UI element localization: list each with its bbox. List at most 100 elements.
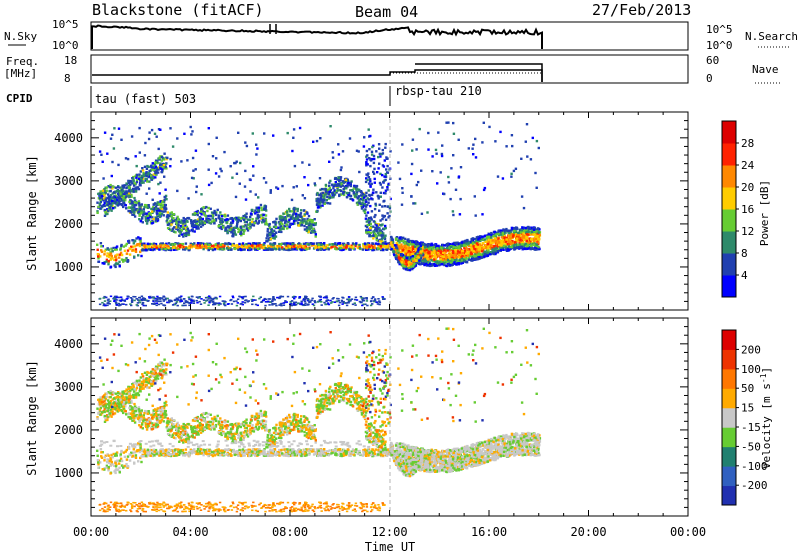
scatter-cell xyxy=(270,248,273,251)
scatter-cell xyxy=(473,247,477,251)
scatter-cell xyxy=(138,296,141,299)
scatter-cell xyxy=(234,195,238,199)
scatter-cell xyxy=(471,242,475,245)
scatter-cell xyxy=(191,228,194,231)
scatter-cell xyxy=(104,198,107,201)
scatter-cell xyxy=(529,227,532,230)
scatter-cell xyxy=(451,256,454,260)
scatter-cell xyxy=(309,222,312,226)
scatter-cell xyxy=(183,233,187,237)
scatter-cell xyxy=(164,165,167,169)
scatter-cell xyxy=(201,210,204,213)
scatter-cell xyxy=(131,213,134,216)
scatter-cell xyxy=(161,204,164,207)
scatter-cell xyxy=(229,242,232,246)
scatter-cell xyxy=(271,243,275,247)
scatter-cell xyxy=(500,244,503,247)
scatter-cell xyxy=(264,304,267,307)
scatter-cell xyxy=(205,242,209,246)
scatter-cell xyxy=(251,208,254,212)
scatter-cell xyxy=(478,248,481,251)
scatter-cell xyxy=(151,211,154,214)
scatter-cell xyxy=(115,303,118,306)
scatter-cell xyxy=(216,246,219,250)
scatter-cell xyxy=(179,246,182,249)
scatter-cell xyxy=(426,251,429,254)
scatter-cell xyxy=(465,242,468,245)
scatter-cell xyxy=(186,301,190,304)
scatter-cell xyxy=(307,218,311,222)
scatter-cell xyxy=(99,194,102,198)
scatter-cell xyxy=(378,229,381,232)
scatter-cell xyxy=(302,209,306,212)
scatter-cell xyxy=(269,237,273,241)
scatter-cell xyxy=(402,249,405,252)
scatter-cell xyxy=(278,304,281,306)
scatter-cell xyxy=(243,220,247,224)
scatter-cell xyxy=(196,213,199,217)
scatter-cell xyxy=(134,174,137,178)
scatter-cell xyxy=(501,233,504,236)
scatter-cell xyxy=(447,242,450,245)
scatter-cell xyxy=(530,232,533,236)
scatter-cell xyxy=(472,245,475,248)
scatter-cell xyxy=(153,303,156,305)
scatter-cell xyxy=(132,184,136,187)
scatter-cell xyxy=(175,227,178,231)
scatter-cell xyxy=(163,195,166,199)
scatter-cell xyxy=(365,246,369,250)
scatter-cell xyxy=(145,222,149,225)
scatter-cell xyxy=(537,241,540,244)
scatter-cell xyxy=(499,248,503,251)
scatter-cell xyxy=(296,221,300,225)
freq-label-bottom: [MHz] xyxy=(4,67,37,80)
scatter-cell xyxy=(261,216,265,220)
scatter-cell xyxy=(143,212,146,216)
scatter-cell xyxy=(152,206,155,209)
scatter-cell xyxy=(259,214,263,217)
scatter-cell xyxy=(274,235,278,238)
scatter-cell xyxy=(223,214,226,217)
scatter-cell xyxy=(157,207,160,210)
scatter-cell xyxy=(367,218,370,221)
scatter-cell xyxy=(427,264,430,267)
scatter-cell xyxy=(148,180,151,183)
scatter-cell xyxy=(301,245,305,248)
scatter-cell xyxy=(141,212,144,215)
scatter-cell xyxy=(271,232,274,235)
scatter-cell xyxy=(454,250,457,253)
scatter-cell xyxy=(522,238,526,241)
scatter-cell xyxy=(127,239,131,243)
scatter-cell xyxy=(249,221,252,225)
scatter-cell xyxy=(451,249,455,253)
scatter-cell xyxy=(268,298,272,300)
scatter-cell xyxy=(283,224,287,227)
scatter-cell xyxy=(113,196,117,199)
scatter-cell xyxy=(469,240,472,244)
scatter-cell xyxy=(278,242,281,246)
scatter-cell xyxy=(293,208,296,212)
scatter-cell xyxy=(155,302,158,304)
scatter-cell xyxy=(239,248,242,251)
scatter-cell xyxy=(229,217,232,220)
scatter-cell xyxy=(363,242,367,245)
scatter-cell xyxy=(239,230,243,234)
scatter-cell xyxy=(139,205,142,209)
nave-tick-high: 60 xyxy=(706,54,719,67)
scatter-cell xyxy=(364,208,367,211)
scatter-cell xyxy=(256,215,260,218)
scatter-cell xyxy=(200,210,203,213)
scatter-cell xyxy=(327,248,330,251)
scatter-cell xyxy=(385,246,388,250)
scatter-cell xyxy=(235,172,239,175)
scatter-cell xyxy=(249,190,252,193)
scatter-cell xyxy=(214,243,217,246)
scatter-cell xyxy=(119,251,123,254)
scatter-cell xyxy=(117,127,121,130)
scatter-cell xyxy=(115,257,118,260)
scatter-cell xyxy=(360,204,363,207)
scatter-cell xyxy=(208,301,211,304)
scatter-cell xyxy=(400,238,404,241)
scatter-cell xyxy=(348,248,351,251)
scatter-cell xyxy=(485,251,488,255)
